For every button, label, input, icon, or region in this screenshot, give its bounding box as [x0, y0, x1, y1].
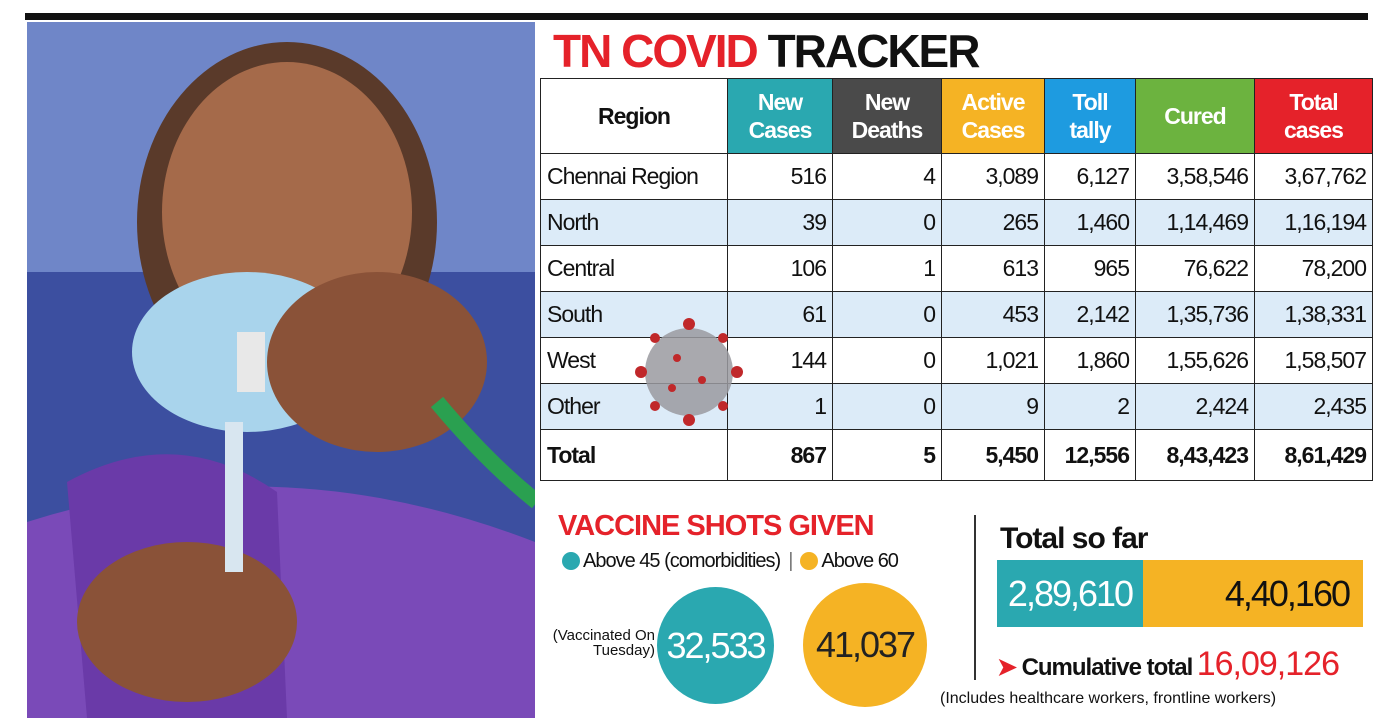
table-cell: 106: [727, 245, 833, 292]
table-cell: 3,67,762: [1254, 153, 1373, 200]
title: TN COVID TRACKER: [553, 24, 981, 78]
vaccine-title: VACCINE SHOTS GIVEN: [558, 510, 875, 542]
vaccine-note: (Vaccinated On Tuesday): [552, 627, 655, 659]
table-cell: 965: [1044, 245, 1136, 292]
table-cell: 3,58,546: [1135, 153, 1255, 200]
table-row: Central 106 1 613 965 76,622 78,200: [540, 245, 1373, 292]
table-cell: 6,127: [1044, 153, 1136, 200]
table-cell: 0: [832, 383, 942, 430]
table-cell: 4: [832, 153, 942, 200]
cumulative-label: Cumulative total: [1021, 654, 1194, 681]
total-title: Total so far: [1000, 522, 1148, 555]
legend-dot: [800, 552, 819, 570]
table-row: North 39 0 265 1,460 1,14,469 1,16,194: [540, 199, 1373, 246]
table-cell: 613: [941, 245, 1045, 292]
table-row: South 61 0 453 2,142 1,35,736 1,38,331: [540, 291, 1373, 338]
table-cell: 12,556: [1044, 429, 1136, 481]
table-cell: South: [540, 291, 728, 338]
tracker-table: Region New Cases New Deaths Active Cases Tol…: [540, 78, 1373, 481]
table-cell: Total: [540, 429, 728, 481]
table-cell: 265: [941, 199, 1045, 246]
header-cell: Toll tally: [1044, 78, 1136, 154]
table-cell: 2,424: [1135, 383, 1255, 430]
table-cell: 8,61,429: [1254, 429, 1373, 481]
table-cell: 9: [941, 383, 1045, 430]
total-bar: 4,40,160: [1143, 560, 1363, 627]
cumulative-value: 16,09,126: [1196, 645, 1340, 683]
table-cell: 76,622: [1135, 245, 1255, 292]
top-rule: [25, 13, 1368, 20]
table-cell: 1: [727, 383, 833, 430]
arrow: ➤: [997, 654, 1018, 681]
vaccine-circle: 41,037: [803, 583, 927, 707]
virus-icon: [635, 318, 743, 426]
legend-label: Above 45 (comorbidities): [583, 550, 781, 572]
table-cell: 3,089: [941, 153, 1045, 200]
table-cell: 2,435: [1254, 383, 1373, 430]
header-row: Region New Cases New Deaths Active Cases Tol…: [540, 78, 1373, 154]
legend-sep: |: [788, 550, 793, 572]
table-cell: 8,43,423: [1135, 429, 1255, 481]
header-cell: New Deaths: [832, 78, 942, 154]
table-cell: 1,14,469: [1135, 199, 1255, 246]
table-row: Total 867 5 5,450 12,556 8,43,423 8,61,429: [540, 429, 1373, 481]
table-cell: 1,860: [1044, 337, 1136, 384]
table-cell: 453: [941, 291, 1045, 338]
table-cell: Central: [540, 245, 728, 292]
footnote: (Includes healthcare workers, frontline …: [940, 690, 1277, 707]
legend-dot: [562, 552, 580, 570]
photo: [27, 22, 535, 718]
table-cell: 1,38,331: [1254, 291, 1373, 338]
title-rest: TRACKER: [767, 25, 981, 77]
table-cell: 1,16,194: [1254, 199, 1373, 246]
table-cell: 2,142: [1044, 291, 1136, 338]
table-cell: 1,35,736: [1135, 291, 1255, 338]
table-cell: 78,200: [1254, 245, 1373, 292]
table-cell: 39: [727, 199, 833, 246]
table-cell: Chennai Region: [540, 153, 728, 200]
header-cell: New Cases: [727, 78, 833, 154]
header-cell: Cured: [1135, 78, 1255, 154]
table-cell: 2: [1044, 383, 1136, 430]
table-row: Chennai Region 516 4 3,089 6,127 3,58,546 3,67…: [540, 153, 1373, 200]
table-cell: 1,58,507: [1254, 337, 1373, 384]
table-cell: 5: [832, 429, 942, 481]
total-bar: 2,89,610: [997, 560, 1143, 627]
table-cell: 0: [832, 337, 942, 384]
legend: Above 45 (comorbidities) | Above 60: [562, 550, 899, 573]
table-cell: 867: [727, 429, 833, 481]
table-cell: North: [540, 199, 728, 246]
vaccine-circle: 32,533: [657, 587, 774, 704]
header-cell: Total cases: [1254, 78, 1373, 154]
divider: [974, 515, 976, 680]
table-cell: 1,021: [941, 337, 1045, 384]
table-cell: 1: [832, 245, 942, 292]
table-cell: 0: [832, 291, 942, 338]
table-cell: 61: [727, 291, 833, 338]
header-cell: Active Cases: [941, 78, 1045, 154]
table-cell: 1,55,626: [1135, 337, 1255, 384]
table-cell: 1,460: [1044, 199, 1136, 246]
table-cell: 5,450: [941, 429, 1045, 481]
title-highlight: TN COVID: [553, 25, 759, 77]
table-cell: 0: [832, 199, 942, 246]
header-cell: Region: [540, 78, 728, 154]
legend-label: Above 60: [821, 550, 899, 572]
cumulative: ➤ Cumulative total 16,09,126: [997, 645, 1340, 684]
table-cell: 516: [727, 153, 833, 200]
